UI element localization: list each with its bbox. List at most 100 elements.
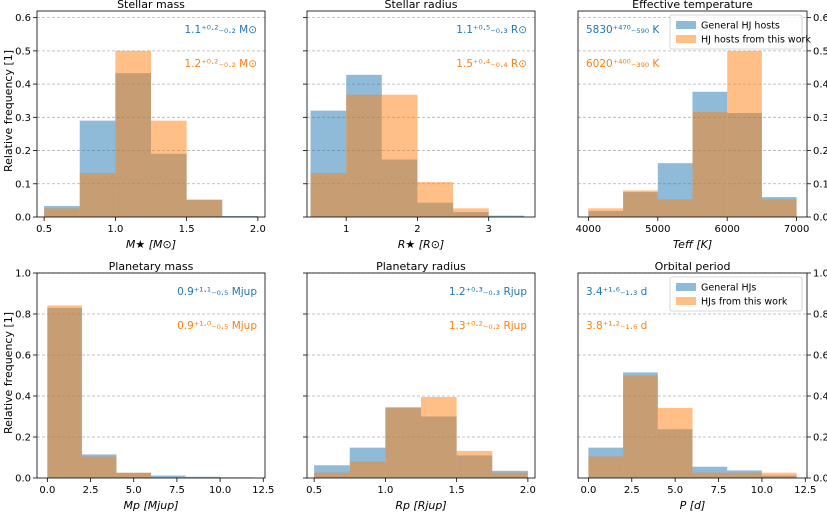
axes-frame	[577, 272, 808, 479]
x-tick-label: 5.0	[667, 485, 683, 496]
x-tick-label: 5000	[645, 224, 670, 235]
x-tick-label: 2	[414, 224, 420, 235]
bar-general-4	[692, 466, 728, 478]
stat-annotation: 1.5⁺⁰·⁴₋₀.₄ R⊙	[456, 58, 527, 70]
y-tick-label: 0.1	[15, 179, 31, 190]
x-tick-label: 10.0	[209, 485, 231, 496]
axes-frame	[577, 10, 808, 218]
x-tick-label: 2.0	[520, 485, 536, 496]
panel-title: Orbital period	[655, 260, 731, 273]
panel-title: Planetary mass	[109, 260, 194, 273]
stat-annotation: 6020⁺⁴⁰⁰₋₃₉₀ K	[586, 58, 660, 70]
panel-2: Stellar radius 1 2 3 R★ [R⊙] 1.1⁺⁰·⁵₋₀.₃ R⊙ 1.…	[303, 0, 536, 251]
y-axis-label-top: Relative frequency [1]	[2, 50, 15, 172]
bar-work-4	[417, 182, 454, 217]
stat-annotation: 1.1⁺⁰·²₋₀.₂ M⊙	[185, 24, 258, 36]
legend-swatch	[676, 297, 696, 305]
x-axis-label: Teff [K]	[673, 238, 712, 251]
bar-work-6	[492, 472, 528, 478]
y-axis-label-bottom: Relative frequency [1]	[2, 312, 15, 434]
stat-annotation: 1.2⁺⁰·³₋₀.₃ Rjup	[449, 286, 528, 298]
legend-label: HJs from this work	[701, 297, 788, 308]
bar-work-3	[115, 50, 151, 217]
legend-swatch	[676, 35, 696, 43]
bar-general-6	[222, 216, 258, 217]
x-axis-label: Rp [Rjup]	[395, 499, 446, 512]
x-tick-label: 12.5	[252, 485, 274, 496]
bar-work-3	[381, 94, 418, 217]
y-tick-label: 0.2	[15, 433, 31, 444]
y-tick-label: 0.8	[813, 310, 827, 321]
bar-work-5	[727, 472, 762, 478]
y-tick-label: 0.8	[15, 310, 31, 321]
legend-swatch	[676, 283, 696, 291]
y-tick-label: 0.4	[813, 392, 827, 403]
axes-frame	[36, 10, 266, 218]
bar-work-1	[44, 208, 80, 217]
bar-work-1	[47, 305, 82, 478]
x-tick-label: 0.0	[39, 485, 55, 496]
bar-work-2	[81, 456, 117, 478]
bar-work-1	[314, 472, 350, 478]
x-tick-label: 5.0	[126, 485, 142, 496]
y-tick-label: 0.4	[15, 80, 31, 91]
stat-annotation: 0.9⁺¹·¹₋₀.₅ Mjup	[177, 286, 257, 298]
x-tick-label: 2.5	[83, 485, 99, 496]
stat-annotation: 1.1⁺⁰·⁵₋₀.₃ R⊙	[456, 24, 527, 36]
y-tick-label: 0.2	[15, 146, 31, 157]
bar-general-4	[151, 475, 186, 478]
x-tick-label: 7.5	[711, 485, 727, 496]
y-tick-label: 0.4	[813, 80, 827, 91]
axes-frame	[306, 272, 536, 479]
y-tick-label: 0.2	[813, 146, 827, 157]
legend-label: General HJs	[701, 283, 756, 294]
stat-annotation: 0.9⁺¹·⁰₋₀.₅ Mjup	[177, 320, 257, 332]
x-tick-label: 1.5	[449, 485, 465, 496]
bar-work-3	[385, 407, 421, 478]
x-tick-label: 12.5	[794, 485, 816, 496]
x-tick-label: 0.0	[580, 485, 596, 496]
bar-work-5	[727, 50, 762, 217]
bar-work-6	[761, 199, 797, 217]
panel-title: Stellar mass	[117, 0, 185, 11]
x-tick-label: 2.5	[624, 485, 640, 496]
panel-5: Planetary radius 0.5 1.0 1.5 2.0 Rp [Rjup] 1.2…	[303, 260, 536, 512]
x-tick-label: 1.0	[377, 485, 393, 496]
x-tick-label: 6000	[714, 224, 739, 235]
bar-work-2	[349, 461, 386, 478]
y-tick-label: 0.6	[15, 13, 31, 24]
y-tick-label: 0.2	[813, 433, 827, 444]
axes-frame	[36, 272, 266, 479]
legend-swatch	[676, 21, 696, 29]
x-tick-label: 3	[486, 224, 492, 235]
bar-work-4	[421, 397, 457, 478]
bar-work-5	[456, 450, 493, 478]
bar-work-1	[310, 173, 347, 217]
bar-work-2	[79, 173, 116, 217]
stat-annotation: 1.3⁺⁰·²₋₀.₂ Rjup	[449, 320, 528, 332]
bar-work-4	[692, 472, 728, 478]
x-axis-label: R★ [R⊙]	[398, 238, 444, 251]
y-tick-label: 0.0	[15, 474, 31, 485]
stat-annotation: 3.8⁺¹·²₋₁.₆ d	[586, 320, 647, 332]
x-axis-label: P [d]	[680, 499, 706, 512]
y-tick-label: 0.1	[813, 179, 827, 190]
bar-work-5	[453, 208, 489, 217]
x-tick-label: 0.5	[36, 224, 52, 235]
bar-work-3	[116, 472, 151, 478]
y-tick-label: 1.0	[813, 269, 827, 280]
panel-4: Planetary mass 0.0 2.5 5.0 7.5 10.0 12.5 0.0 0.2…	[15, 260, 274, 512]
x-tick-label: 1	[343, 224, 349, 235]
bar-work-4	[692, 112, 728, 217]
bar-work-2	[623, 190, 658, 217]
bar-work-1	[588, 208, 624, 217]
panel-title: Planetary radius	[376, 260, 466, 273]
y-tick-label: 0.3	[813, 113, 827, 124]
stat-annotation: 1.2⁺⁰·²₋₀.₂ M⊙	[185, 58, 258, 70]
y-tick-label: 0.5	[813, 46, 827, 57]
x-tick-label: 7.5	[169, 485, 185, 496]
stat-annotation: 3.4⁺¹·⁶₋₁.₃ d	[586, 286, 647, 298]
stat-annotation: 5830⁺⁴⁷⁰₋₅₉₀ K	[586, 24, 660, 36]
